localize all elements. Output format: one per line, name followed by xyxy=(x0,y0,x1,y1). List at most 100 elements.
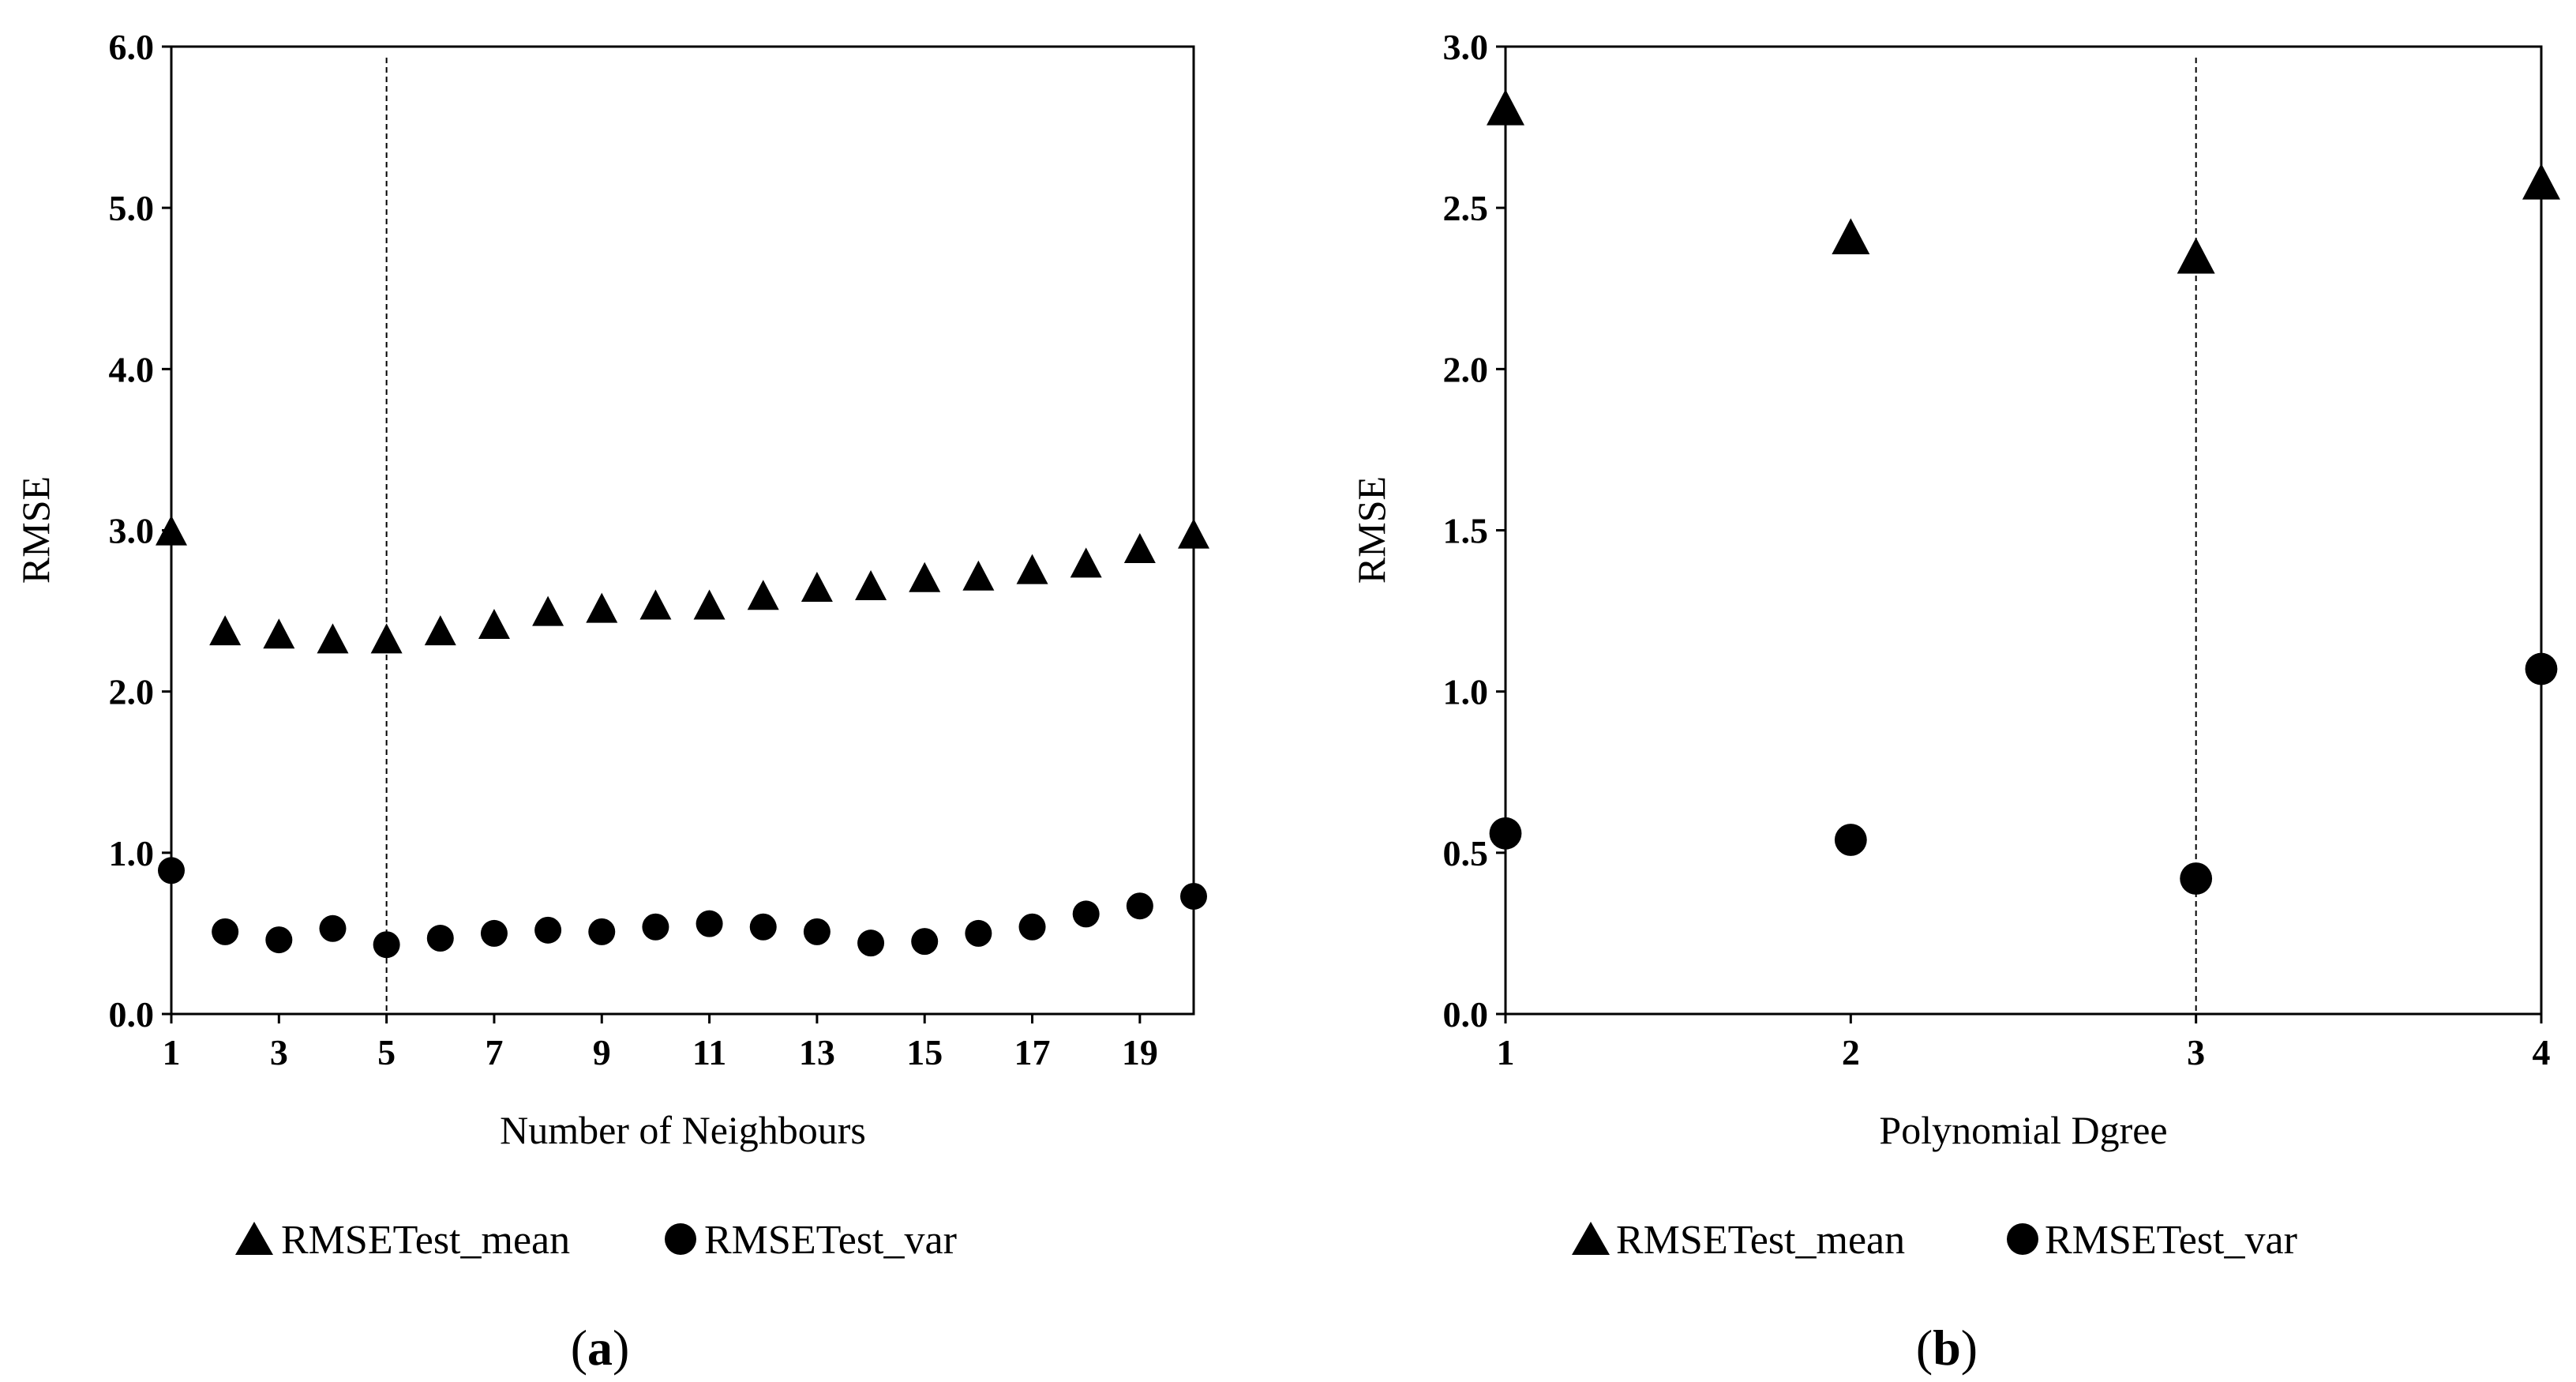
legend-label-mean: RMSETest_mean xyxy=(281,1218,570,1263)
var-point xyxy=(1489,817,1522,850)
x-tick-label: 1 xyxy=(1497,1032,1515,1072)
legend-label-var: RMSETest_var xyxy=(704,1218,957,1263)
var-point xyxy=(265,926,293,954)
mean-point xyxy=(909,561,941,592)
x-axis-title: Polynomial Dgree xyxy=(1879,1108,2167,1152)
y-tick-label: 0.0 xyxy=(109,994,155,1035)
x-tick-label: 9 xyxy=(593,1032,611,1072)
mean-point xyxy=(747,580,779,610)
mean-point xyxy=(801,572,833,603)
panel-label-close-paren: ) xyxy=(613,1320,629,1376)
mean-point xyxy=(1123,533,1156,564)
panel-label-open-paren: ( xyxy=(1916,1320,1933,1376)
legend-label-mean: RMSETest_mean xyxy=(1616,1218,1905,1263)
x-tick-label: 5 xyxy=(377,1032,396,1072)
mean-point xyxy=(478,609,510,639)
panel-label-open-paren: ( xyxy=(571,1320,587,1376)
var-point xyxy=(1834,824,1867,856)
mean-point xyxy=(209,615,242,646)
x-tick-label: 19 xyxy=(1122,1032,1158,1072)
x-tick-label: 13 xyxy=(799,1032,835,1072)
var-point xyxy=(1126,892,1153,920)
y-tick-label: 6.0 xyxy=(109,27,155,67)
y-tick-label: 1.0 xyxy=(109,833,155,873)
chart-panel-b: 0.0 0.5 1.0 1.5 2.0 2.5 3.0 1 2 3 4 RMSE Polynomi… xyxy=(1349,27,2560,1376)
mean-point xyxy=(263,618,295,649)
mean-point xyxy=(1070,547,1102,578)
var-point xyxy=(319,914,347,942)
x-axis-ticks: 1 2 3 4 xyxy=(1497,1014,2551,1072)
mean-point xyxy=(693,589,726,620)
legend: RMSETest_mean RMSETest_var xyxy=(1572,1218,2297,1263)
y-tick-label: 5.0 xyxy=(109,188,155,228)
var-point xyxy=(642,913,669,941)
plot-area-frame xyxy=(1504,45,2543,1016)
y-tick-label: 3.0 xyxy=(109,511,155,551)
var-point xyxy=(1180,882,1207,910)
y-tick-label: 0.0 xyxy=(1443,994,1489,1035)
legend-triangle-marker xyxy=(235,1222,273,1255)
chart-panel-a: 0.01.02.03.04.05.06.0 1 3 5 7 9 11 13 15 17 19 RM… xyxy=(13,27,1209,1376)
var-point xyxy=(857,929,885,957)
mean-point xyxy=(424,615,456,646)
mean-point xyxy=(1178,518,1209,549)
mean-point xyxy=(586,592,618,623)
mean-point xyxy=(1016,554,1048,584)
var-point xyxy=(2180,862,2213,895)
mean-point xyxy=(639,589,672,620)
var-point xyxy=(911,928,939,956)
mean-point xyxy=(532,595,564,626)
var-point xyxy=(803,918,831,945)
mean-point xyxy=(1832,218,1870,254)
y-axis-title: RMSE xyxy=(1349,476,1393,584)
panel-label-letter: a xyxy=(587,1320,613,1376)
var-point xyxy=(373,931,400,959)
mean-point xyxy=(855,570,887,600)
x-axis-ticks: 1 3 5 7 9 11 13 15 17 19 xyxy=(163,1014,1158,1072)
x-tick-label: 1 xyxy=(163,1032,181,1072)
mean-point xyxy=(156,515,187,546)
var-point xyxy=(426,925,454,952)
var-point xyxy=(965,919,992,947)
var-point xyxy=(480,919,508,947)
legend-circle-marker xyxy=(2007,1223,2038,1255)
x-tick-label: 15 xyxy=(906,1032,943,1072)
var-point xyxy=(212,918,239,945)
x-tick-label: 7 xyxy=(485,1032,503,1072)
y-tick-label: 2.0 xyxy=(109,672,155,712)
var-point xyxy=(588,918,616,945)
x-tick-label: 3 xyxy=(2187,1032,2205,1072)
mean-point xyxy=(370,623,403,654)
var-point xyxy=(1018,913,1046,941)
y-tick-label: 4.0 xyxy=(109,349,155,389)
var-point xyxy=(2525,652,2558,685)
y-axis-ticks: 0.0 1.0 2.0 3.0 4.0 5.0 6.0 xyxy=(109,27,171,1035)
legend: RMSETest_mean RMSETest_var xyxy=(235,1218,957,1263)
legend-circle-marker xyxy=(665,1223,696,1255)
mean-point xyxy=(317,623,349,654)
x-tick-label: 17 xyxy=(1014,1032,1051,1072)
x-tick-label: 4 xyxy=(2533,1032,2551,1072)
y-tick-label: 1.5 xyxy=(1443,511,1489,551)
x-tick-label: 11 xyxy=(692,1032,726,1072)
plot-area-frame xyxy=(170,45,1195,1016)
mean-point xyxy=(2522,163,2560,200)
y-tick-label: 2.5 xyxy=(1443,188,1489,228)
y-tick-label: 3.0 xyxy=(1443,27,1489,67)
panel-label-letter: b xyxy=(1933,1320,1961,1376)
svg-text:(a): (a) xyxy=(571,1320,630,1376)
y-tick-label: 2.0 xyxy=(1443,349,1489,389)
svg-text:(b): (b) xyxy=(1916,1320,1978,1376)
legend-triangle-marker xyxy=(1572,1222,1610,1255)
mean-point xyxy=(962,560,995,591)
panel-label-a: (a) xyxy=(571,1320,630,1376)
panel-label-close-paren: ) xyxy=(1961,1320,1978,1376)
data-marks xyxy=(156,515,1209,959)
y-tick-label: 0.5 xyxy=(1443,833,1489,873)
x-axis-title: Number of Neighbours xyxy=(500,1108,866,1152)
y-axis-ticks: 0.0 0.5 1.0 1.5 2.0 2.5 3.0 xyxy=(1443,27,1505,1035)
y-axis-title: RMSE xyxy=(13,476,58,584)
mean-point xyxy=(1487,89,1524,126)
var-point xyxy=(696,910,723,937)
